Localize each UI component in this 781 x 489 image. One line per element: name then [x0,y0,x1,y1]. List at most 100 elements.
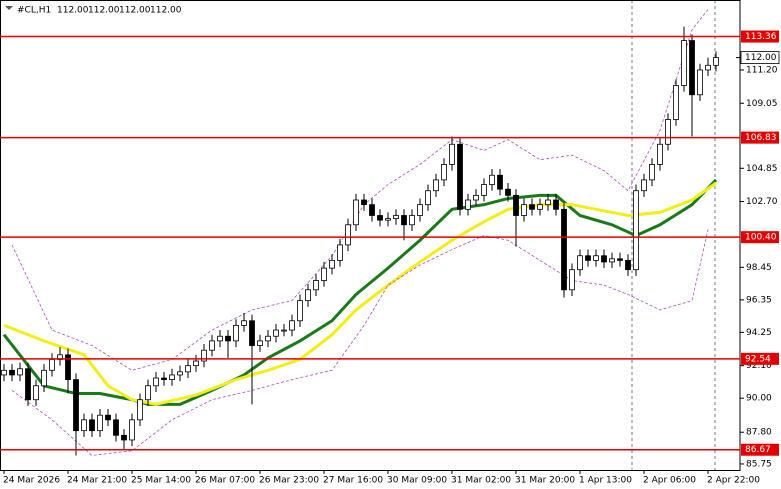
candle-body [241,320,247,326]
candle-body [481,184,487,196]
candle-body [569,269,575,291]
candle-body [145,385,151,401]
candle-body [217,335,223,342]
candle-body [89,419,95,432]
candle-body [185,365,191,373]
candle-body [369,204,375,216]
candle-body [585,255,591,261]
y-tick-label: 96.35 [746,295,772,305]
candle-body [393,215,399,219]
candle-body [281,329,287,332]
candle-body [137,399,143,421]
header-value: 112.00 [88,6,120,16]
candle-body [665,119,671,145]
candle-body [449,143,455,165]
level-label: 86.67 [745,445,771,455]
header-value: 112.00 [150,6,182,16]
level-label: 113.36 [745,32,777,42]
candle-body [401,215,407,226]
candle-body [529,204,535,210]
y-tick-label: 87.80 [746,428,772,438]
candle-body [617,258,623,261]
level-tag [741,30,779,43]
candle-body [49,359,55,371]
x-tick-label: 31 Mar 02:00 [451,476,511,486]
y-tick-label: 90.00 [746,394,772,404]
candle-body [81,419,87,432]
candle-body [297,300,303,322]
candle-body [577,255,583,271]
candle-body [593,255,599,261]
candle-body [289,320,295,331]
candle-body [377,215,383,221]
level-tag [741,231,779,244]
x-tick-label: 24 Mar 21:00 [67,476,127,486]
y-tick-label: 92.10 [746,361,772,371]
candle-body [521,204,527,216]
candle-body [697,69,703,96]
y-tick-label: 85.75 [746,459,772,469]
level-tag [741,443,779,456]
candle-body [97,414,103,432]
candle-body [257,340,263,346]
candle-body [153,377,159,387]
candle-body [233,325,239,342]
candle-body [321,267,327,281]
candle-body [273,329,279,337]
candle-body [177,371,183,376]
candle-body [689,40,695,96]
candle-body [121,434,127,441]
candle-body [545,199,551,206]
candle-body [633,190,639,271]
candle-body [73,379,79,432]
candle-body [537,204,543,210]
candle-body [553,199,559,210]
x-tick-label: 2 Apr 22:00 [707,476,760,486]
last-price-tag [740,51,780,64]
y-tick-label: 109.05 [746,99,778,109]
candle-body [129,419,135,441]
candle-body [17,368,23,376]
x-tick-label: 27 Mar 16:00 [323,476,383,486]
candle-body [609,258,615,263]
level-label: 100.40 [745,233,777,243]
candle-body [457,143,463,210]
x-tick-label: 26 Mar 07:00 [195,476,255,486]
x-tick-label: 25 Mar 14:00 [131,476,191,486]
candle-body [601,255,607,263]
candle-body [505,188,511,196]
candle-body [561,208,567,291]
candle-body [465,199,471,210]
candle-body [713,57,719,66]
header-value: 112.00 [57,6,89,16]
x-tick-label: 30 Mar 09:00 [387,476,447,486]
candle-body [201,349,207,362]
x-tick-label: 2 Apr 06:00 [643,476,696,486]
plot [1,9,719,456]
candle-body [329,259,335,269]
y-tick-label: 102.70 [746,197,778,207]
candle-body [345,224,351,246]
candle-body [65,354,71,380]
candle-body [209,340,215,351]
candle-body [249,320,255,346]
candle-body [353,199,359,226]
level-tag [741,131,779,144]
y-tick-label: 111.20 [746,65,778,75]
plot-frame [0,0,741,471]
candle-body [489,174,495,185]
candle-body [657,143,663,165]
level-label: 106.83 [745,133,777,143]
candle-body [409,215,415,226]
y-tick-label: 104.85 [746,164,778,174]
moving-average [3,181,717,406]
candle-body [161,377,167,380]
candle-body [105,414,111,421]
candle-body [473,194,479,201]
y-tick-label: 94.25 [746,328,772,338]
candle-body [33,385,39,401]
candle-body [497,174,503,190]
x-tick-label: 24 Mar 2026 [3,476,60,486]
